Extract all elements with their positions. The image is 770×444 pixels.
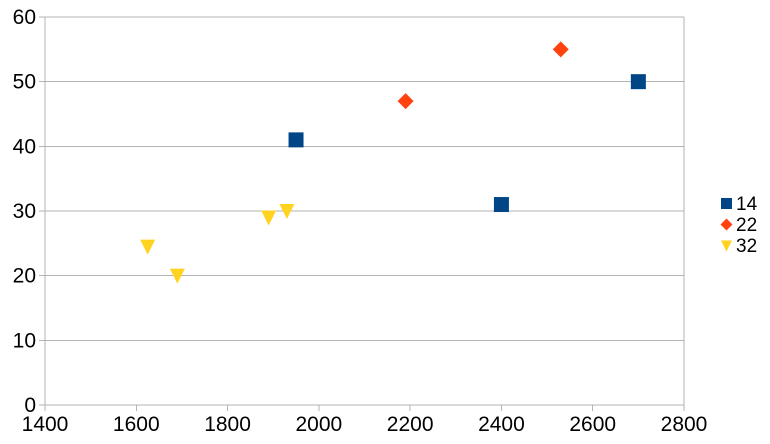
y-axis-tick-label: 40 xyxy=(13,135,36,158)
series-32 xyxy=(140,204,295,284)
legend-label: 14 xyxy=(736,194,758,215)
data-point-diamond xyxy=(397,93,414,110)
legend-item: 14 xyxy=(721,194,758,215)
data-point-square xyxy=(288,132,304,148)
data-point-square xyxy=(630,74,646,90)
x-axis-tick-label: 1800 xyxy=(204,413,251,436)
y-axis-tick-label: 50 xyxy=(13,71,36,94)
series-14 xyxy=(288,74,646,213)
x-axis-tick-label: 2800 xyxy=(661,413,708,436)
x-axis-tick-label: 2200 xyxy=(387,413,434,436)
x-axis-tick-label: 1600 xyxy=(113,413,160,436)
x-axis-tick-label: 2400 xyxy=(478,413,525,436)
data-point-square xyxy=(493,197,509,213)
data-point-diamond xyxy=(552,41,569,58)
legend-square-icon xyxy=(721,198,732,209)
legend-diamond-icon xyxy=(720,218,733,231)
y-axis-tick-label: 0 xyxy=(24,394,36,417)
legend-triangle-down-icon xyxy=(721,240,732,252)
y-axis-tick-label: 20 xyxy=(13,265,36,288)
x-axis-tick-label: 2000 xyxy=(295,413,342,436)
legend-label: 22 xyxy=(736,215,757,236)
data-point-triangle-down xyxy=(140,239,156,255)
x-axis-tick-label: 1400 xyxy=(22,413,69,436)
series-22 xyxy=(397,41,569,110)
data-point-triangle-down xyxy=(169,268,185,284)
x-axis-tick-label: 2600 xyxy=(569,413,616,436)
legend-item: 22 xyxy=(720,215,757,236)
data-point-triangle-down xyxy=(279,204,295,219)
y-axis-tick-label: 30 xyxy=(13,200,36,223)
legend-item: 32 xyxy=(721,236,757,257)
y-axis-tick-label: 60 xyxy=(13,6,36,29)
data-point-triangle-down xyxy=(261,210,277,226)
legend-label: 32 xyxy=(736,236,757,257)
y-axis-tick-label: 10 xyxy=(13,329,36,352)
